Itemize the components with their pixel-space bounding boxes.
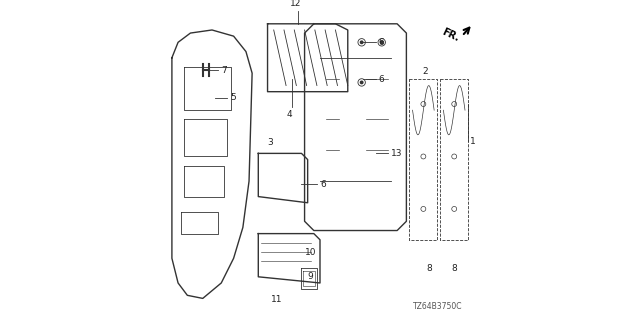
Text: 11: 11 <box>271 295 282 304</box>
Text: 3: 3 <box>268 138 273 147</box>
Text: 8: 8 <box>451 264 457 274</box>
Circle shape <box>380 41 383 44</box>
Text: 9: 9 <box>308 272 314 281</box>
Circle shape <box>360 81 363 84</box>
Text: 5: 5 <box>230 93 236 102</box>
Text: 7: 7 <box>221 66 227 75</box>
Text: 10: 10 <box>305 248 316 257</box>
Circle shape <box>360 41 363 44</box>
Text: TZ64B3750C: TZ64B3750C <box>413 302 462 311</box>
Text: 12: 12 <box>290 0 301 8</box>
Text: 6: 6 <box>379 75 385 84</box>
Text: 6: 6 <box>320 180 326 189</box>
Text: 4: 4 <box>286 110 292 119</box>
Text: 1: 1 <box>470 137 476 146</box>
Text: 6: 6 <box>379 38 385 47</box>
Text: FR.: FR. <box>441 26 461 43</box>
Text: 8: 8 <box>427 264 433 274</box>
Text: 2: 2 <box>422 67 428 76</box>
Text: 13: 13 <box>391 149 403 158</box>
